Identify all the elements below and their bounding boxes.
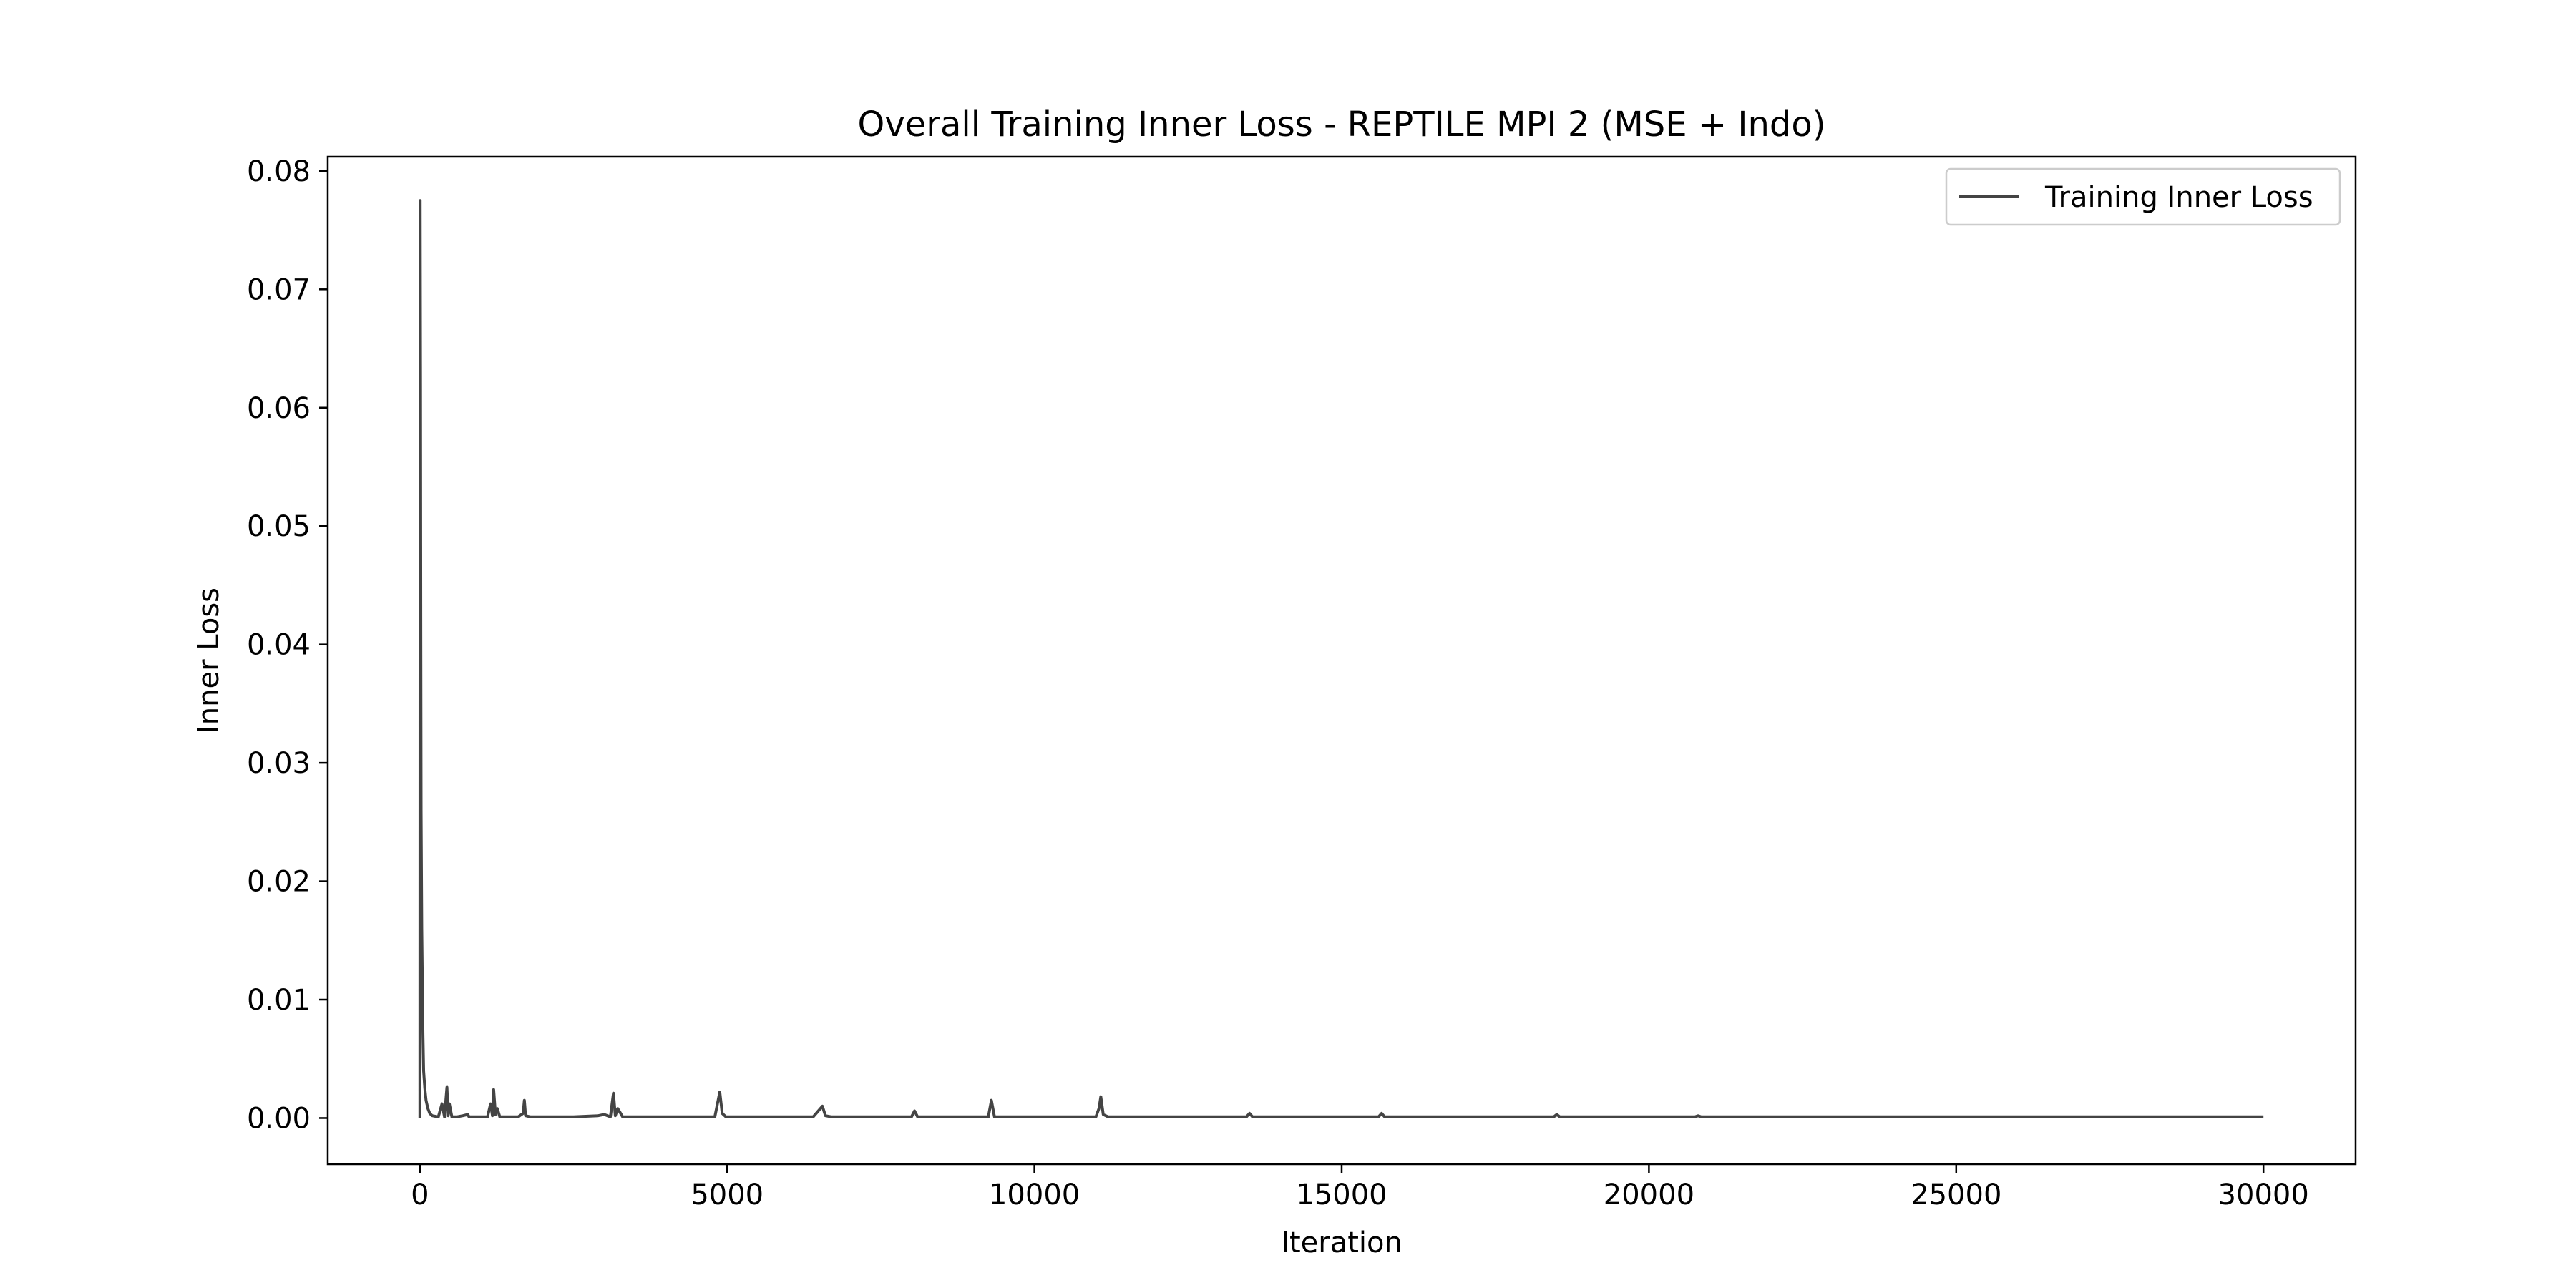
y-tick-label: 0.07 [247,273,311,306]
y-tick-label: 0.04 [247,629,311,662]
x-tick-label: 0 [411,1179,429,1211]
y-axis-ticks: 0.00 0.01 0.02 0.03 0.04 0.05 0.06 0.07 0.08 [247,155,328,1135]
x-axis-ticks: 0 5000 10000 15000 20000 25000 30000 [411,1164,2309,1211]
chart-title: Overall Training Inner Loss - REPTILE MP… [858,104,1826,145]
y-tick-label: 0.00 [247,1102,311,1135]
y-axis-label: Inner Loss [192,587,225,733]
x-tick-label: 10000 [989,1179,1080,1211]
x-tick-label: 25000 [1911,1179,2001,1211]
x-tick-label: 20000 [1604,1179,1694,1211]
y-tick-label: 0.03 [247,747,311,780]
x-tick-label: 5000 [691,1179,763,1211]
plot-frame [326,155,2357,1166]
x-axis-label: Iteration [1281,1226,1402,1259]
legend-box [1945,167,2341,226]
legend-label: Training Inner Loss [2044,181,2313,214]
series-line [418,199,2264,1118]
y-tick-label: 0.05 [247,510,311,543]
y-tick-label: 0.01 [247,984,311,1017]
x-tick-label: 30000 [2218,1179,2309,1211]
y-tick-label: 0.06 [247,392,311,425]
y-tick-label: 0.02 [247,866,311,899]
legend: Training Inner Loss [1945,167,2341,226]
y-tick-label: 0.08 [247,155,311,188]
x-tick-label: 15000 [1296,1179,1387,1211]
